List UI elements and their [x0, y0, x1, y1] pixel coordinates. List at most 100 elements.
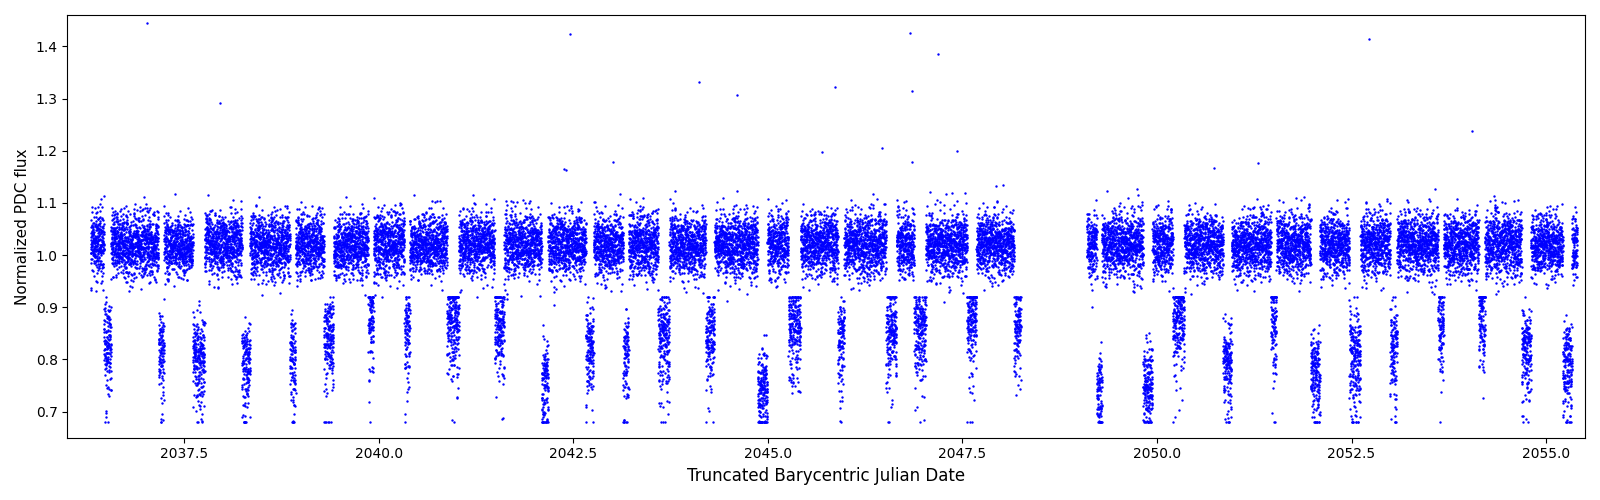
- Point: [411, 236, 437, 244]
- Point: [1246, 236, 1272, 244]
- Point: [1126, 242, 1152, 250]
- Point: [1272, 221, 1298, 229]
- Point: [1277, 236, 1302, 244]
- Point: [1395, 244, 1421, 252]
- Point: [611, 358, 637, 366]
- Point: [1187, 221, 1213, 229]
- Point: [1494, 280, 1520, 288]
- Point: [206, 241, 232, 249]
- Point: [826, 374, 851, 382]
- Point: [571, 252, 597, 260]
- Point: [294, 251, 320, 259]
- Point: [459, 224, 485, 232]
- Point: [144, 221, 170, 229]
- Point: [1166, 310, 1192, 318]
- Point: [1291, 224, 1317, 232]
- Point: [1339, 325, 1365, 333]
- Point: [312, 374, 338, 382]
- Point: [1342, 379, 1368, 387]
- Point: [1333, 234, 1358, 242]
- Point: [262, 226, 288, 234]
- Point: [766, 270, 792, 278]
- Point: [110, 244, 136, 252]
- Point: [1120, 234, 1146, 242]
- Point: [262, 240, 288, 248]
- Point: [376, 262, 402, 270]
- Point: [245, 260, 270, 268]
- Point: [810, 240, 835, 248]
- Point: [998, 243, 1024, 251]
- Point: [768, 224, 794, 232]
- Point: [914, 244, 939, 252]
- Point: [1090, 402, 1115, 409]
- Point: [214, 245, 240, 253]
- Point: [610, 253, 635, 261]
- Point: [802, 254, 827, 262]
- Point: [539, 256, 565, 264]
- Point: [930, 232, 955, 240]
- Point: [213, 250, 238, 258]
- Point: [261, 244, 286, 252]
- Point: [1555, 374, 1581, 382]
- Point: [694, 376, 720, 384]
- Point: [376, 236, 402, 244]
- Point: [546, 250, 571, 258]
- Point: [432, 246, 458, 254]
- Point: [1322, 252, 1347, 260]
- Point: [480, 235, 506, 243]
- Point: [1494, 226, 1520, 234]
- Point: [794, 220, 819, 228]
- Point: [142, 250, 168, 258]
- Point: [307, 268, 333, 276]
- Point: [1354, 234, 1379, 242]
- Point: [1082, 243, 1107, 251]
- Point: [448, 220, 474, 228]
- Point: [798, 232, 824, 240]
- Point: [78, 238, 104, 246]
- Point: [139, 256, 165, 264]
- Point: [544, 244, 570, 252]
- Point: [1267, 249, 1293, 257]
- Point: [341, 225, 366, 233]
- Point: [786, 329, 811, 337]
- Point: [962, 302, 987, 310]
- Point: [1350, 230, 1376, 238]
- Point: [98, 340, 123, 348]
- Point: [1408, 262, 1434, 270]
- Point: [666, 226, 691, 234]
- Point: [1536, 264, 1562, 272]
- Point: [139, 238, 165, 246]
- Point: [202, 241, 227, 249]
- Point: [224, 239, 250, 247]
- Point: [1224, 234, 1250, 242]
- Point: [483, 311, 509, 319]
- Point: [366, 246, 392, 254]
- Point: [875, 328, 901, 336]
- Point: [864, 241, 890, 249]
- Point: [1110, 251, 1136, 259]
- Point: [381, 240, 406, 248]
- Point: [568, 218, 594, 226]
- Point: [131, 250, 157, 258]
- Point: [560, 230, 586, 237]
- Point: [459, 228, 485, 236]
- Point: [286, 225, 312, 233]
- Point: [222, 230, 248, 238]
- Point: [690, 201, 715, 209]
- Point: [429, 222, 454, 230]
- Point: [360, 234, 386, 241]
- Point: [1317, 236, 1342, 244]
- Point: [82, 204, 107, 212]
- Point: [259, 234, 285, 242]
- Point: [579, 339, 605, 347]
- Point: [1298, 340, 1323, 348]
- Point: [366, 254, 392, 262]
- Point: [1234, 234, 1259, 241]
- Point: [803, 238, 829, 246]
- Point: [386, 255, 411, 263]
- Point: [165, 246, 190, 254]
- Point: [944, 234, 970, 241]
- Point: [354, 236, 379, 244]
- Point: [368, 226, 394, 234]
- Point: [1179, 210, 1205, 218]
